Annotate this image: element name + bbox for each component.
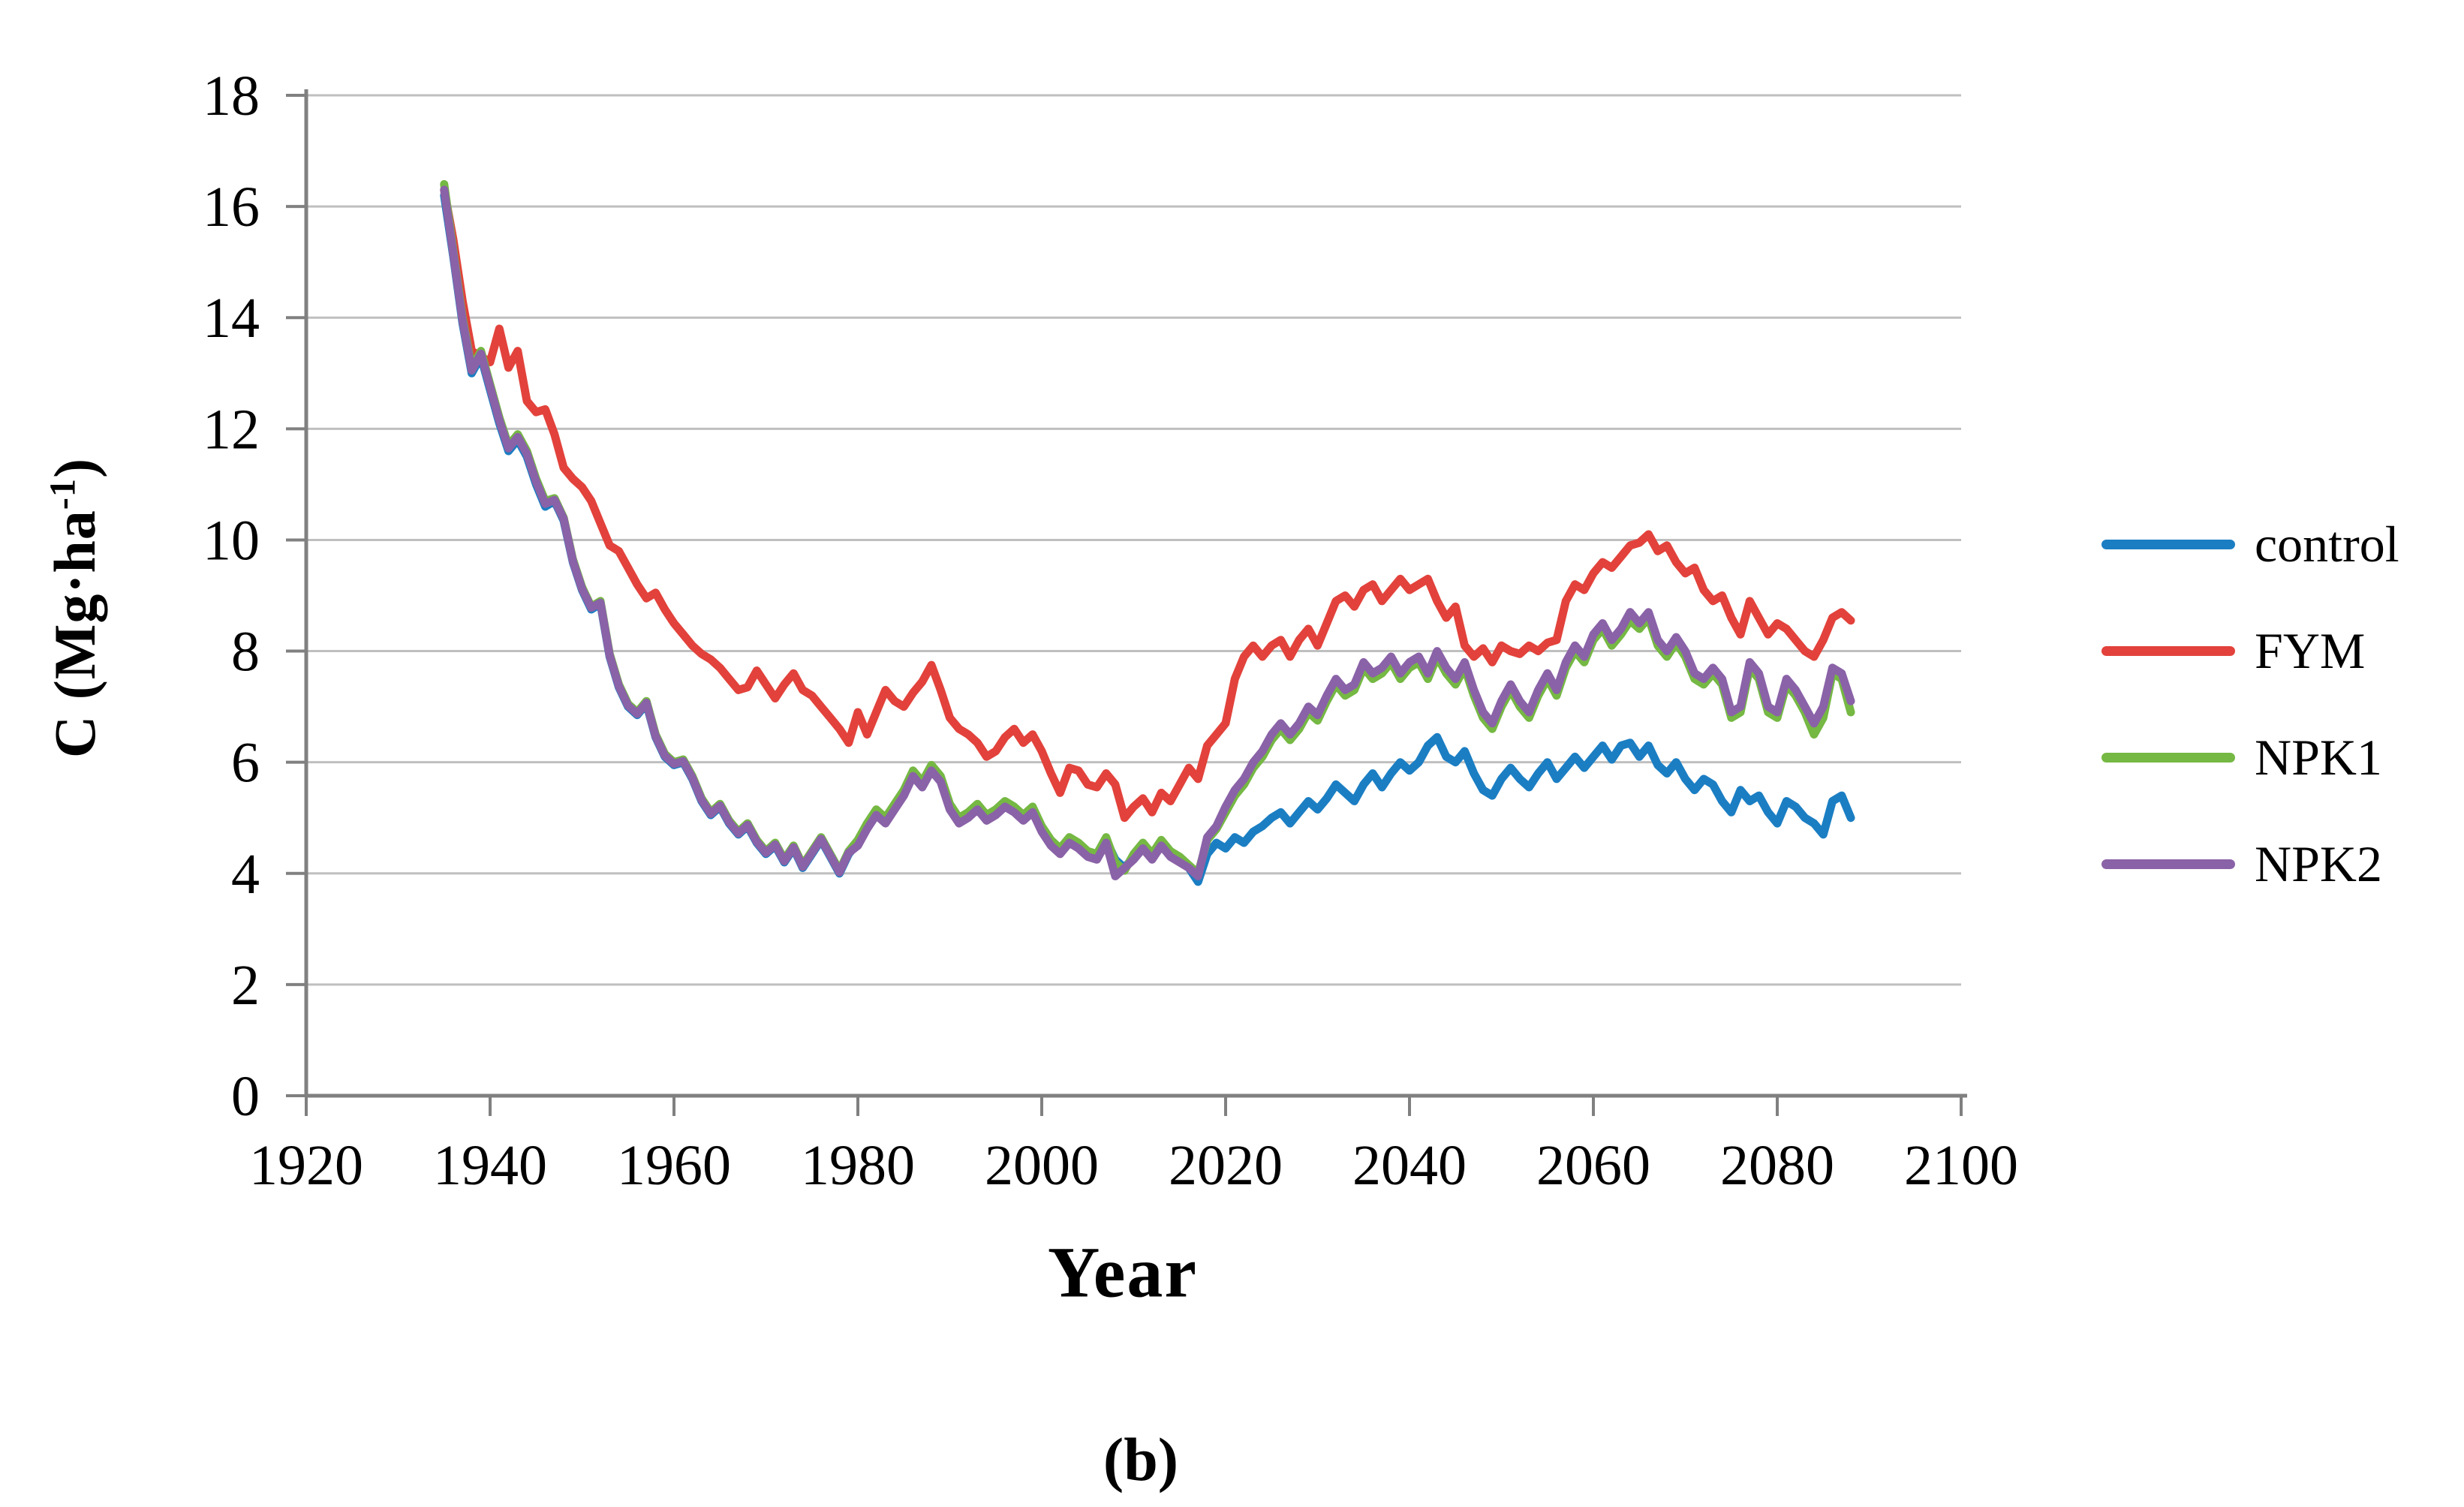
legend-line-swatch-npk1 — [2101, 752, 2235, 763]
subfigure-caption: (b) — [1103, 1425, 1179, 1493]
y-tick-label-0: 0 — [231, 1065, 260, 1128]
y-tick-label-12: 12 — [203, 398, 260, 461]
x-axis-title: Year — [1048, 1232, 1198, 1313]
y-tick-label-16: 16 — [203, 176, 260, 239]
y-tick-label-4: 4 — [231, 843, 260, 906]
legend-line-swatch-npk2 — [2101, 859, 2235, 869]
series-line-FYM — [440, 185, 1855, 823]
legend-item-fym: FYM — [2101, 597, 2447, 704]
x-tick-label-2100: 2100 — [1904, 1134, 2018, 1197]
legend-label-npk2: NPK2 — [2255, 835, 2383, 892]
y-tick-label-18: 18 — [203, 65, 260, 128]
x-tick-label-2080: 2080 — [1720, 1134, 1834, 1197]
series-line-NPK1 — [440, 180, 1855, 878]
y-tick-label-14: 14 — [203, 287, 260, 350]
legend-item-npk2: NPK2 — [2101, 811, 2447, 917]
x-tick-label-2060: 2060 — [1536, 1134, 1650, 1197]
y-tick-label-10: 10 — [203, 509, 260, 572]
x-tick-label-1940: 1940 — [433, 1134, 547, 1197]
legend-item-npk1: NPK1 — [2101, 704, 2447, 811]
x-tick-label-1960: 1960 — [617, 1134, 731, 1197]
x-tick-label-1980: 1980 — [801, 1134, 915, 1197]
legend-item-control: control — [2101, 491, 2447, 597]
series-line-NPK2 — [440, 185, 1855, 880]
y-tick-label-6: 6 — [231, 732, 260, 795]
y-axis-title-text: C (Mg·ha — [42, 510, 107, 759]
legend: control FYM NPK1 NPK2 — [2101, 491, 2447, 917]
x-tick-label-2040: 2040 — [1352, 1134, 1467, 1197]
x-tick-label-2000: 2000 — [985, 1134, 1099, 1197]
legend-line-swatch-fym — [2101, 645, 2235, 656]
y-axis-title: C (Mg·ha-1) — [41, 458, 109, 758]
x-tick-label-2020: 2020 — [1169, 1134, 1283, 1197]
y-axis-title-close: ) — [42, 457, 107, 478]
legend-line-swatch-control — [2101, 539, 2235, 549]
y-tick-label-8: 8 — [231, 621, 260, 684]
legend-label-fym: FYM — [2255, 622, 2366, 679]
legend-label-control: control — [2255, 516, 2399, 573]
y-axis-title-superscript: -1 — [43, 477, 83, 510]
legend-label-npk1: NPK1 — [2255, 729, 2383, 786]
y-tick-label-2: 2 — [231, 954, 260, 1017]
x-tick-label-1920: 1920 — [249, 1134, 363, 1197]
